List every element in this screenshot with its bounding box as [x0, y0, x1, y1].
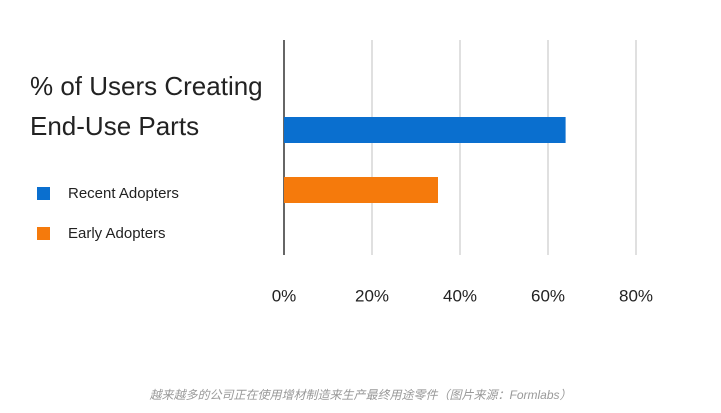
bar — [284, 177, 438, 203]
x-tick-label: 20% — [355, 286, 389, 305]
x-tick-label: 40% — [443, 286, 477, 305]
chart-title: % of Users Creating End-Use Parts — [30, 71, 263, 141]
legend-label: Early Adopters — [68, 225, 166, 242]
legend-swatch — [37, 227, 50, 240]
bar — [284, 117, 566, 143]
legend-swatch — [37, 187, 50, 200]
x-tick-label: 80% — [619, 286, 653, 305]
legend-label: Recent Adopters — [68, 185, 179, 202]
caption: 越来越多的公司正在使用增材制造来生产最终用途零件（图片来源：Formlabs） — [149, 388, 572, 402]
x-tick-label: 0% — [272, 286, 297, 305]
x-tick-label: 60% — [531, 286, 565, 305]
